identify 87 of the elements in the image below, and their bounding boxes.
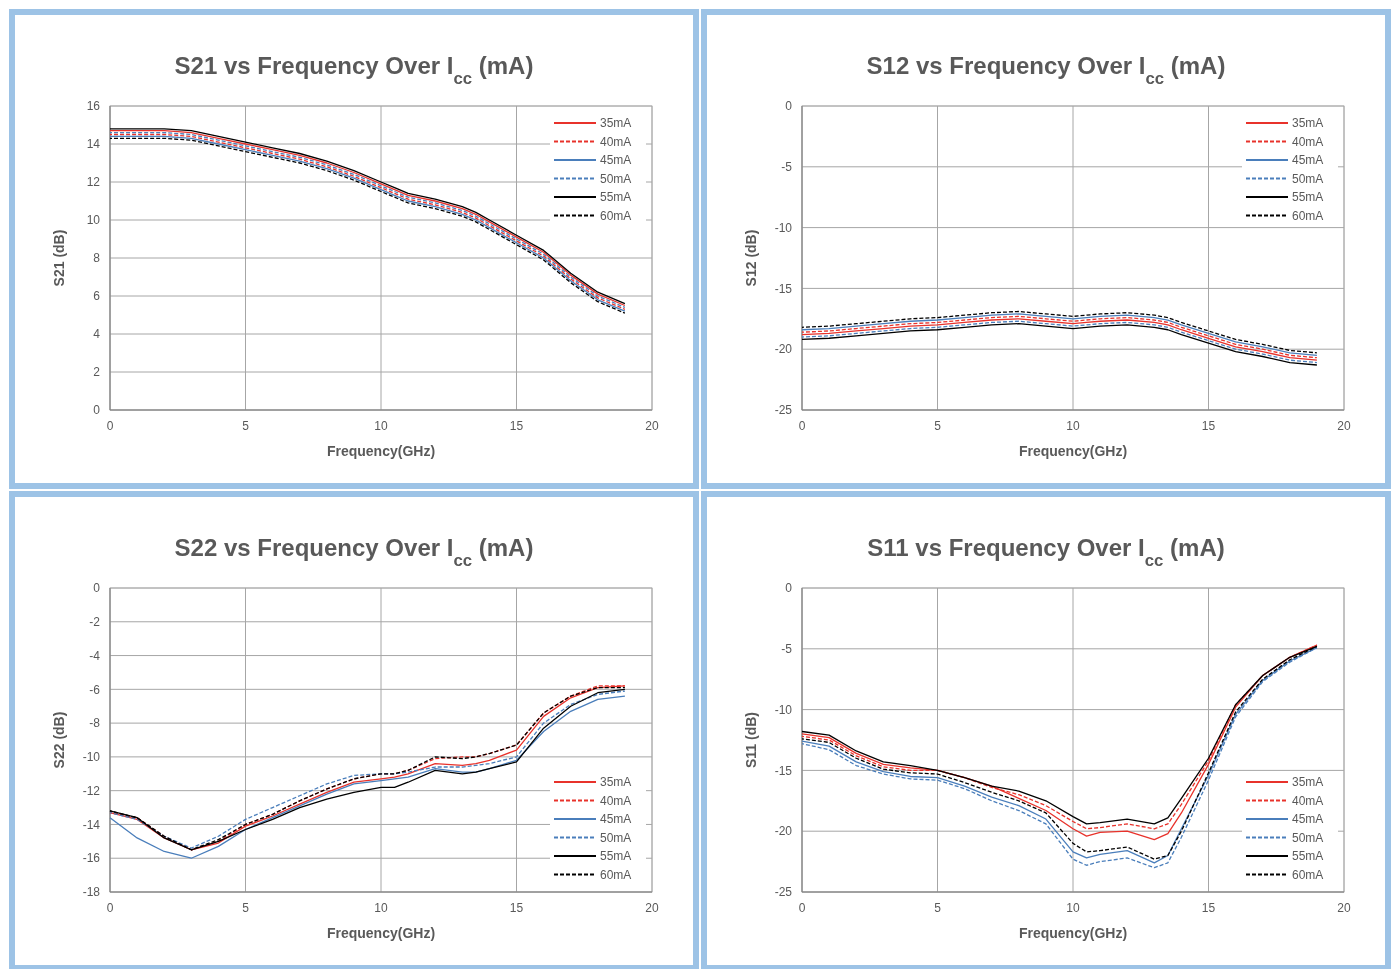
legend-label: 55mA (600, 849, 632, 864)
y-tick-label: -4 (89, 648, 101, 663)
y-tick-label: 0 (93, 403, 101, 418)
y-tick-label: -10 (774, 702, 793, 717)
x-tick-label: 0 (106, 419, 114, 433)
legend-label: 35mA (600, 116, 632, 131)
legend-label: 55mA (1292, 849, 1324, 864)
y-tick-label: 2 (93, 365, 101, 380)
legend-label: 45mA (1292, 812, 1324, 827)
legend-label: 35mA (1292, 775, 1324, 790)
legend-label: 40mA (600, 793, 632, 808)
x-tick-label: 20 (1337, 901, 1351, 915)
x-tick-label: 15 (509, 901, 524, 915)
x-tick-label: 10 (1066, 419, 1080, 433)
y-tick-label: 14 (86, 137, 101, 152)
y-tick-label: 0 (785, 581, 793, 596)
x-tick-label: 5 (934, 901, 942, 915)
legend-label: 60mA (1292, 867, 1324, 882)
x-tick-label: 20 (645, 419, 659, 433)
x-tick-label: 15 (1201, 901, 1216, 915)
y-tick-label: -20 (774, 342, 793, 357)
legend-label: 35mA (600, 775, 632, 790)
legend-label: 60mA (600, 867, 632, 882)
x-tick-label: 5 (934, 419, 942, 433)
y-tick-label: 16 (86, 99, 101, 114)
y-tick-label: 0 (93, 581, 101, 596)
legend-label: 40mA (1292, 793, 1324, 808)
chart-title: S11 vs Frequency Over I$_{cc}$ (mA) (867, 534, 1225, 570)
x-tick-label: 10 (374, 901, 388, 915)
y-tick-label: -16 (82, 851, 101, 866)
y-axis-title: S21 (dB) (51, 229, 67, 287)
y-tick-label: -5 (781, 160, 793, 174)
legend-label: 45mA (1292, 153, 1324, 168)
legend-label: 50mA (1292, 171, 1324, 186)
y-tick-label: -6 (89, 682, 101, 697)
chart-title: S22 vs Frequency Over I$_{cc}$ (mA) (174, 534, 534, 570)
y-tick-label: 4 (93, 327, 101, 342)
y-tick-label: -10 (82, 750, 101, 765)
y-tick-label: 10 (86, 213, 101, 228)
y-tick-label: -25 (774, 403, 793, 418)
y-tick-label: -8 (89, 716, 101, 731)
y-axis-title: S12 (dB) (743, 229, 759, 287)
x-tick-label: 15 (1201, 419, 1216, 433)
legend-label: 55mA (1292, 190, 1324, 205)
x-axis-title: Frequency(GHz) (326, 443, 436, 459)
x-tick-label: 0 (106, 901, 114, 915)
legend-label: 60mA (1292, 208, 1324, 223)
x-axis-title: Frequency(GHz) (326, 925, 436, 941)
y-tick-label: -25 (774, 885, 793, 900)
y-axis-title: S22 (dB) (51, 711, 67, 769)
y-tick-label: 0 (785, 99, 793, 114)
y-tick-label: 8 (93, 251, 101, 266)
x-tick-label: 20 (645, 901, 659, 915)
x-axis-title: Frequency(GHz) (1018, 925, 1128, 941)
chart-title: S12 vs Frequency Over I$_{cc}$ (mA) (866, 52, 1226, 88)
legend-label: 45mA (600, 153, 632, 168)
x-tick-label: 0 (798, 419, 806, 433)
x-tick-label: 10 (1066, 901, 1080, 915)
x-axis-title: Frequency(GHz) (1018, 443, 1128, 459)
x-tick-label: 0 (798, 901, 806, 915)
legend-label: 50mA (600, 830, 632, 845)
y-tick-label: -2 (89, 614, 101, 629)
legend-label: 45mA (600, 812, 632, 827)
y-tick-label: -15 (774, 763, 793, 778)
y-tick-label: -14 (82, 817, 101, 832)
x-tick-label: 5 (242, 901, 250, 915)
y-tick-label: -12 (82, 783, 101, 798)
y-tick-label: -18 (82, 885, 101, 900)
y-axis-title: S11 (dB) (743, 711, 759, 769)
x-tick-label: 5 (242, 419, 250, 433)
y-tick-label: 12 (86, 175, 101, 190)
legend-label: 40mA (600, 134, 632, 149)
x-tick-label: 15 (509, 419, 524, 433)
legend-label: 50mA (1292, 830, 1324, 845)
legend-label: 55mA (600, 190, 632, 205)
y-tick-label: -20 (774, 824, 793, 839)
x-tick-label: 20 (1337, 419, 1351, 433)
legend-label: 35mA (1292, 116, 1324, 131)
y-tick-label: 6 (93, 289, 101, 304)
x-tick-label: 10 (374, 419, 388, 433)
chart-title: S21 vs Frequency Over I$_{cc}$ (mA) (174, 52, 534, 88)
legend-label: 50mA (600, 171, 632, 186)
y-tick-label: -5 (781, 642, 793, 656)
y-tick-label: -10 (774, 220, 793, 235)
legend-label: 60mA (600, 208, 632, 223)
y-tick-label: -15 (774, 281, 793, 296)
legend-label: 40mA (1292, 134, 1324, 149)
